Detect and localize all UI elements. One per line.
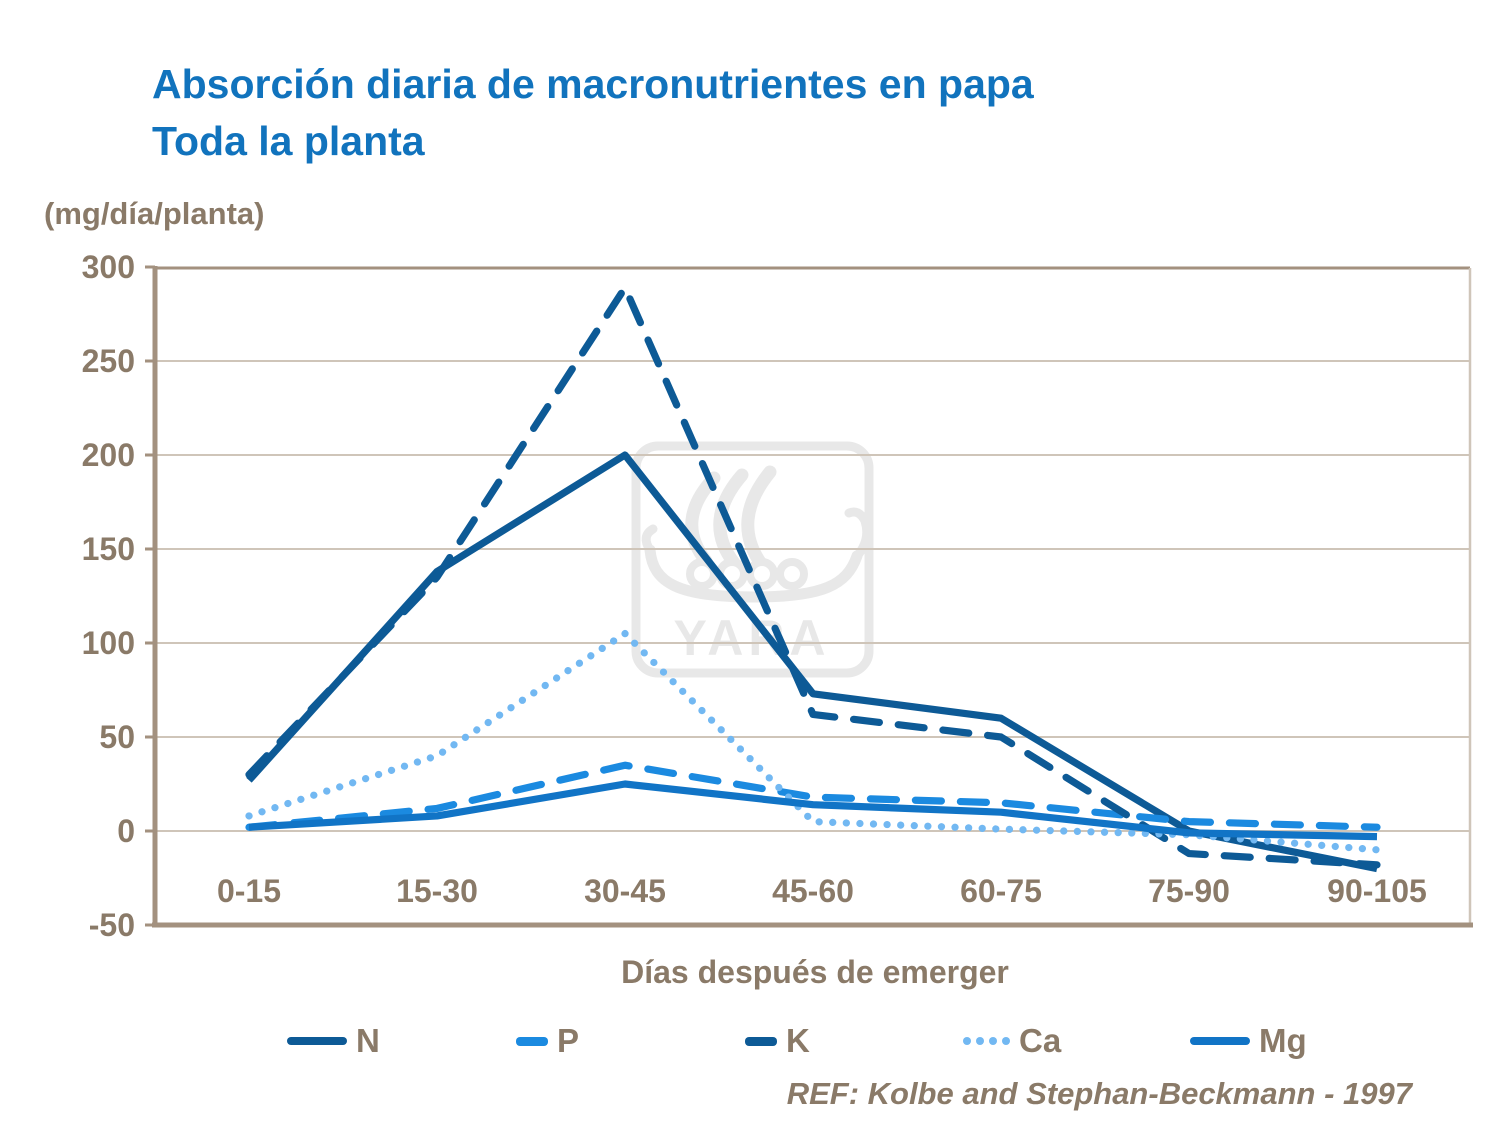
x-axis-title: Días después de emerger [621, 954, 1009, 990]
legend-marker-Mg-icon [1190, 1037, 1250, 1045]
x-category-label: 30-45 [584, 873, 666, 909]
y-tick-label: -50 [89, 907, 135, 943]
legend-label-Ca: Ca [1019, 1022, 1062, 1059]
y-tick-label: 0 [117, 813, 135, 849]
x-category-label: 15-30 [396, 873, 478, 909]
legend-marker-Ca-icon [963, 1037, 1010, 1045]
series-line-K [245, 284, 1381, 869]
y-tick-label: 250 [82, 343, 135, 379]
legend-marker-K-icon [745, 1036, 777, 1046]
series-line-Mg [248, 780, 1378, 841]
x-category-label: 0-15 [217, 873, 281, 909]
y-axis-unit-label: (mg/día/planta) [44, 196, 265, 231]
x-category-label: 45-60 [772, 873, 854, 909]
legend-marker-P-icon [516, 1036, 548, 1046]
legend: N P K Ca Mg [0, 1020, 1500, 1062]
x-category-label: 60-75 [960, 873, 1042, 909]
yara-watermark: YARA [631, 441, 874, 678]
y-tick-label: 200 [82, 437, 135, 473]
y-tick-label: 100 [82, 625, 135, 661]
page-title: Absorción diaria de macronutrientes en p… [152, 56, 1034, 170]
x-category-label: 75-90 [1148, 873, 1230, 909]
legend-item-Mg: Mg [1190, 1020, 1307, 1062]
title-line-2: Toda la planta [152, 118, 425, 164]
legend-label-Mg: Mg [1259, 1022, 1307, 1059]
y-tick-label: 50 [99, 719, 135, 755]
legend-label-P: P [557, 1022, 580, 1059]
y-tick-label: 150 [82, 531, 135, 567]
reference-text: REF: Kolbe and Stephan-Beckmann - 1997 [786, 1076, 1412, 1111]
series-line-P [245, 761, 1381, 831]
legend-marker-N-icon [287, 1037, 347, 1045]
legend-item-N: N [287, 1020, 380, 1062]
legend-item-Ca: Ca [963, 1020, 1061, 1062]
legend-item-K: K [745, 1020, 810, 1062]
x-category-label: 90-105 [1327, 873, 1427, 909]
y-tick-label: 300 [82, 249, 135, 285]
legend-label-K: K [786, 1022, 810, 1059]
legend-label-N: N [356, 1022, 380, 1059]
title-line-1: Absorción diaria de macronutrientes en p… [152, 61, 1034, 107]
legend-item-P: P [516, 1020, 579, 1062]
yara-watermark-text: YARA [673, 610, 830, 666]
